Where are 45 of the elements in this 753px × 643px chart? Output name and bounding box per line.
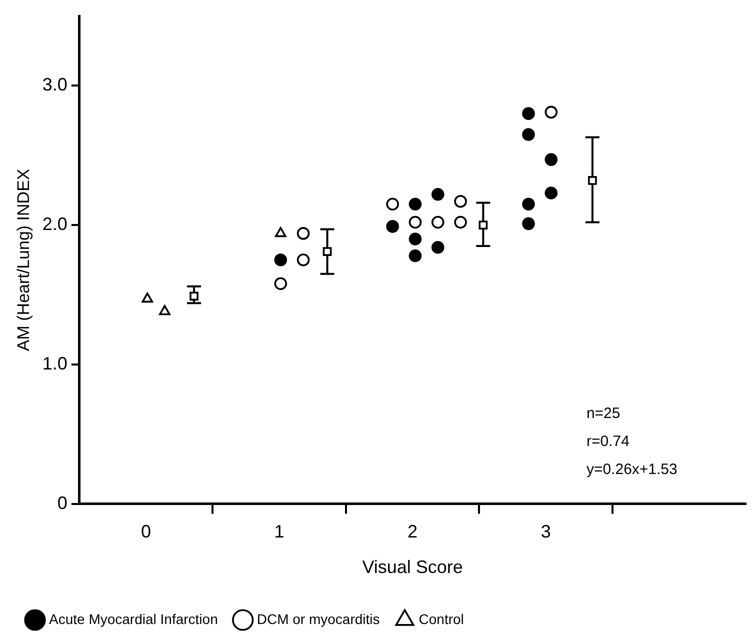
point [408, 249, 422, 262]
legend-label: DCM or myocarditis [256, 610, 380, 627]
point [408, 198, 422, 211]
point [478, 220, 488, 230]
point [544, 153, 558, 166]
point [159, 305, 170, 316]
point [431, 240, 444, 254]
point [431, 216, 444, 229]
point [386, 198, 399, 211]
x-tick-label: 0 [141, 522, 152, 542]
annotation: y=0.26x+1.53 [586, 460, 678, 478]
point [544, 106, 558, 119]
annotation: n=25 [586, 404, 620, 422]
point [274, 254, 288, 266]
point [296, 254, 310, 266]
annotation: r=0.74 [586, 432, 630, 450]
point [544, 186, 558, 200]
point [190, 292, 198, 301]
point [274, 277, 288, 290]
point [588, 176, 597, 185]
y-tick-label: 0 [57, 492, 68, 513]
y-tick-label: 3.0 [42, 74, 68, 95]
point [386, 220, 399, 233]
point [274, 227, 286, 238]
point [454, 194, 467, 208]
point [408, 216, 422, 229]
point [322, 247, 332, 256]
point [522, 128, 535, 141]
y-tick-label: 2.0 [42, 214, 68, 234]
y-axis-title: AM (Heart/Lung) INDEX [14, 168, 33, 352]
point [142, 292, 154, 303]
point [522, 107, 535, 120]
x-tick-label: 3 [540, 522, 551, 542]
point [522, 217, 535, 230]
point [408, 232, 422, 246]
point [431, 188, 444, 201]
x-tick-label: 1 [274, 522, 284, 542]
point [522, 198, 535, 211]
legend-label: Control [418, 610, 464, 627]
legend-label: Acute Myocardial Infarction [49, 610, 218, 627]
x-axis-title: Visual Score [362, 557, 463, 578]
point [296, 227, 310, 240]
y-tick-label: 1.0 [42, 353, 68, 374]
x-tick-label: 2 [408, 522, 418, 542]
point [454, 216, 467, 229]
